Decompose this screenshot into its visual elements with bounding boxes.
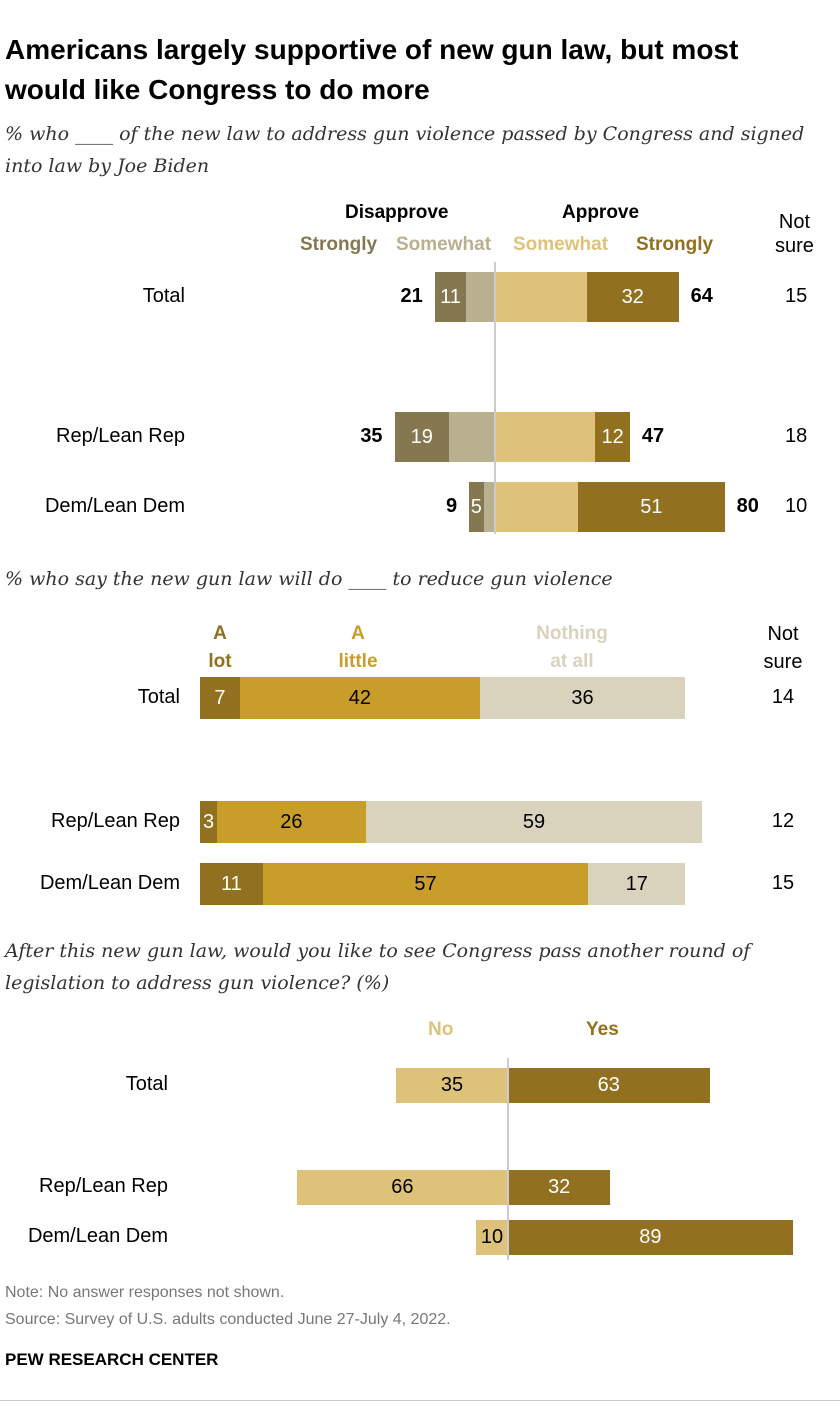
not-sure-value: 15: [771, 872, 795, 894]
bar-yes: 32: [508, 1169, 611, 1205]
segment-label: 7: [214, 686, 226, 709]
bar-approve-strongly: 32: [586, 272, 679, 322]
legend-2: Nothing at all: [536, 623, 608, 672]
bar-a-little: 26: [217, 801, 366, 843]
bar-a-lot: 7: [200, 677, 240, 719]
category-label: Dem/Lean Dem: [44, 495, 185, 517]
category-label: Dem/Lean Dem: [27, 1225, 168, 1247]
bar-nothing-at-all: 36: [479, 677, 686, 719]
segment-label: 26: [280, 810, 303, 833]
segment-label: 32: [548, 1175, 571, 1198]
bar-no: 10: [476, 1219, 508, 1255]
bar-disapprove-somewhat: [466, 272, 495, 322]
note: Note: No answer responses not shown.: [5, 1284, 285, 1301]
chart1-subtitle: % who ____ of the new law to address gun…: [5, 123, 805, 177]
not-sure-header: Not sure: [775, 211, 814, 257]
disapprove-total: 9: [446, 495, 458, 517]
bottom-divider: [0, 1400, 840, 1401]
bar-approve-strongly: 12: [595, 412, 630, 462]
segment-label: 10: [480, 1225, 504, 1248]
legend-yes: Yes: [586, 1019, 619, 1040]
bar-a-lot: 3: [200, 801, 218, 843]
bar-disapprove-strongly: 19: [394, 412, 450, 462]
segment-label: 42: [348, 686, 371, 709]
disapprove-total: 35: [360, 425, 383, 447]
chart2-subtitle: % who say the new gun law will do ____ t…: [5, 568, 613, 590]
segment-label: 66: [391, 1175, 414, 1198]
category-label: Total: [137, 686, 180, 708]
category-label: Rep/Lean Rep: [51, 810, 180, 832]
zero-line: [494, 262, 496, 534]
category-label: Total: [125, 1073, 168, 1095]
legend-1: A little: [338, 623, 378, 672]
segment-label: 11: [221, 872, 242, 895]
segment-label: 57: [414, 872, 437, 895]
zero-line: [507, 1058, 509, 1260]
bar-approve-somewhat: [495, 482, 579, 532]
segment-label: 11: [440, 285, 461, 308]
chart-title: Americans largely supportive of new gun …: [5, 34, 739, 105]
segment-label: 3: [203, 810, 215, 833]
not-sure-header: Not sure: [763, 623, 803, 673]
bar-a-little: 57: [262, 863, 589, 905]
bar-disapprove-somewhat: [483, 482, 495, 532]
legend-0: A lot: [208, 623, 232, 672]
bar-disapprove-somewhat: [449, 412, 495, 462]
segment-label: 36: [571, 686, 594, 709]
bar-no: 66: [296, 1169, 508, 1205]
legend-3: Strongly: [636, 234, 714, 255]
not-sure-value: 10: [785, 495, 808, 517]
brand-logo-text: PEW RESEARCH CENTER: [5, 1350, 219, 1369]
not-sure-value: 12: [771, 810, 795, 832]
disapprove-total: 21: [400, 285, 423, 307]
bar-yes: 89: [508, 1219, 793, 1255]
bar-no: 35: [396, 1067, 508, 1103]
segment-label: 32: [621, 285, 644, 308]
segment-label: 59: [522, 810, 546, 833]
segment-label: 19: [410, 425, 433, 448]
segment-label: 89: [639, 1225, 662, 1248]
bar-approve-somewhat: [495, 412, 596, 462]
header-approve: Approve: [562, 202, 640, 223]
legend-1: Somewhat: [396, 234, 492, 255]
segment-label: 17: [625, 872, 648, 895]
approve-total: 80: [736, 495, 759, 517]
bar-yes: 63: [508, 1067, 710, 1103]
not-sure-value: 18: [785, 425, 808, 447]
approve-total: 64: [690, 285, 713, 307]
legend-0: Strongly: [300, 234, 378, 255]
bar-disapprove-strongly: 11: [434, 272, 467, 322]
bar-disapprove-strongly: 5: [469, 482, 484, 532]
category-label: Rep/Lean Rep: [56, 425, 185, 447]
not-sure-value: 14: [771, 686, 795, 708]
chart3-subtitle: After this new gun law, would you like t…: [5, 940, 751, 994]
not-sure-value: 15: [785, 285, 808, 307]
bar-approve-somewhat: [495, 272, 587, 322]
bar-approve-strongly: 51: [578, 482, 725, 532]
source: Source: Survey of U.S. adults conducted …: [5, 1311, 451, 1328]
bar-nothing-at-all: 59: [365, 801, 703, 843]
category-label: Total: [142, 285, 185, 307]
bar-a-little: 42: [239, 677, 480, 719]
bar-nothing-at-all: 17: [588, 863, 686, 905]
category-label: Rep/Lean Rep: [39, 1175, 168, 1197]
segment-label: 12: [601, 425, 624, 448]
bar-a-lot: 11: [200, 863, 263, 905]
header-disapprove: Disapprove: [345, 202, 449, 223]
segment-label: 35: [440, 1073, 464, 1096]
segment-label: 5: [470, 495, 482, 518]
legend-no: No: [428, 1019, 454, 1040]
approve-total: 47: [641, 425, 665, 447]
category-label: Dem/Lean Dem: [39, 872, 180, 894]
legend-2: Somewhat: [513, 234, 609, 255]
segment-label: 51: [640, 495, 663, 518]
segment-label: 63: [597, 1073, 620, 1096]
